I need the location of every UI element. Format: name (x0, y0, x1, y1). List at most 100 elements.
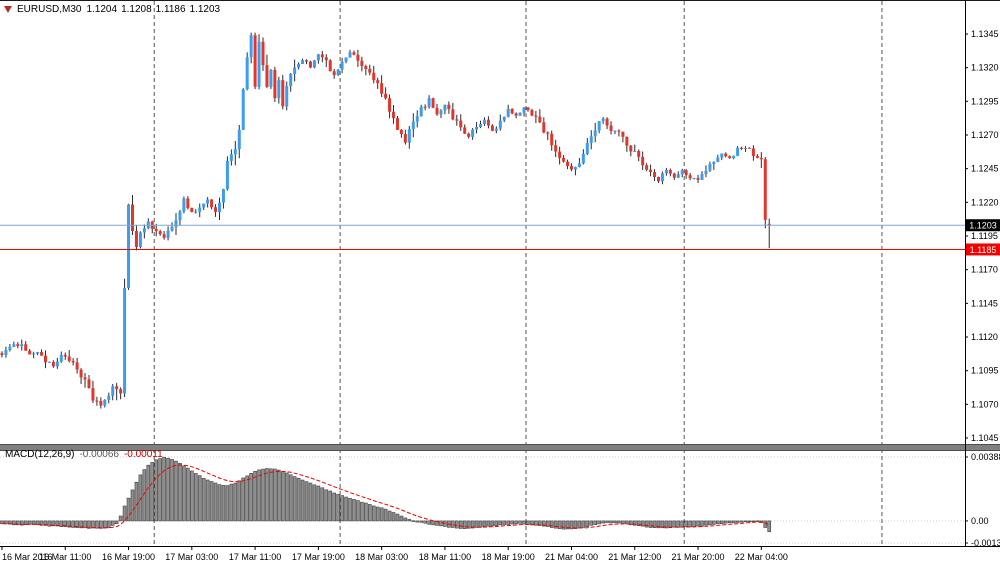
candle-bear (324, 57, 328, 61)
macd-bar (716, 520, 720, 524)
macd-bar (680, 520, 685, 528)
macd-bar (134, 481, 139, 522)
macd-bar (506, 520, 511, 525)
macd-bar (154, 459, 159, 522)
candle-bear (451, 109, 455, 120)
candle-bull (498, 120, 502, 129)
macd-bar (280, 471, 285, 522)
candle-bear (724, 153, 728, 157)
candle-bull (36, 352, 40, 354)
candle-bear (431, 98, 435, 108)
candle-bear (759, 157, 763, 160)
macd-bar (217, 484, 222, 522)
macd-bar (186, 467, 190, 522)
macd-bar (427, 520, 431, 525)
candle-bear (447, 104, 451, 110)
macd-bar (87, 520, 91, 529)
candle-bear (119, 389, 123, 394)
macd-bar (332, 492, 336, 522)
candle-bull (471, 129, 475, 137)
candle-bear (154, 228, 158, 232)
candle-bull (506, 108, 510, 117)
candle-bear (486, 119, 490, 126)
macd-axis[interactable]: 0.00388 0.00 -0.00134 (965, 452, 1000, 548)
macd-bar (63, 520, 68, 528)
macd-bar (403, 517, 408, 522)
macd-bar (526, 520, 530, 525)
macd-bar (767, 520, 772, 533)
candle-bear (67, 356, 71, 361)
candle-bull (166, 230, 170, 238)
macd-bar (557, 520, 562, 529)
macd-bar (39, 520, 44, 526)
candle-bear (352, 52, 356, 55)
macd-bar (482, 520, 487, 527)
macd-bar (51, 520, 56, 527)
macd-indicator-label: MACD(12,26,9) -0.00066 -0.00011 (5, 449, 163, 460)
macd-bar (502, 520, 507, 525)
macd-bar (292, 476, 297, 522)
price-tick-label: 1.1245 (971, 164, 999, 174)
candle-bull (198, 207, 202, 212)
macd-signal-line (1, 464, 770, 529)
time-tick-label: 18 Mar 03:00 (355, 552, 408, 562)
candle-bull (427, 98, 431, 107)
candle-bear (63, 354, 67, 357)
candle-bear (99, 400, 103, 406)
macd-bar (640, 520, 645, 527)
candle-bear (455, 119, 459, 121)
macd-bar (755, 520, 760, 522)
candle-bull (241, 89, 245, 130)
macd-bar (668, 520, 673, 529)
candle-bull (245, 57, 249, 90)
macd-bar (601, 520, 605, 524)
candle-bear (605, 118, 609, 126)
candle-bear (134, 230, 138, 247)
macd-bar (356, 500, 360, 522)
candle-bear (372, 72, 376, 81)
macd-bar (336, 494, 340, 522)
candle-bear (51, 361, 55, 367)
candle-bull (439, 110, 443, 115)
macd-bar (731, 520, 736, 524)
candle-bear (435, 107, 439, 115)
macd-bar (498, 520, 503, 526)
macd-histogram (0, 456, 772, 533)
candle-bear (305, 60, 309, 62)
macd-bar (629, 520, 633, 526)
macd-bar (312, 484, 317, 522)
macd-bar (241, 477, 246, 522)
candle-bear (87, 379, 91, 389)
macd-bar (577, 520, 582, 529)
macd-bar (593, 520, 598, 526)
candle-bear (550, 133, 554, 146)
quote-open: 1.1204 (86, 4, 118, 15)
candle-bull (301, 60, 305, 64)
pane-splitter[interactable] (0, 444, 1000, 451)
macd-bar (648, 520, 653, 528)
time-tick-label: 21 Mar 04:00 (545, 552, 598, 562)
time-tick-label: 22 Mar 04:00 (735, 552, 788, 562)
price-axis[interactable]: 1.1345 1.1320 1.1295 1.1270 1.1245 1.1220 1.11… (965, 29, 999, 443)
price-tick-label: 1.1120 (971, 332, 998, 342)
macd-bar (237, 480, 242, 522)
macd-bar (700, 520, 704, 527)
candle-bear (629, 145, 633, 152)
macd-bar (229, 483, 234, 522)
macd-bar (597, 520, 601, 525)
candle-bull (257, 41, 261, 87)
candle-bear (490, 125, 494, 131)
candle-bull (103, 399, 107, 406)
price-tick-label: 1.1045 (971, 433, 999, 443)
candle-bear (253, 35, 257, 87)
candle-bull (217, 202, 221, 212)
candle-bull (55, 361, 59, 367)
candle-bull (59, 354, 63, 362)
candle-bull (411, 121, 415, 130)
macd-bar (581, 520, 586, 528)
candle-bull (174, 220, 178, 227)
macd-bar (708, 520, 712, 526)
